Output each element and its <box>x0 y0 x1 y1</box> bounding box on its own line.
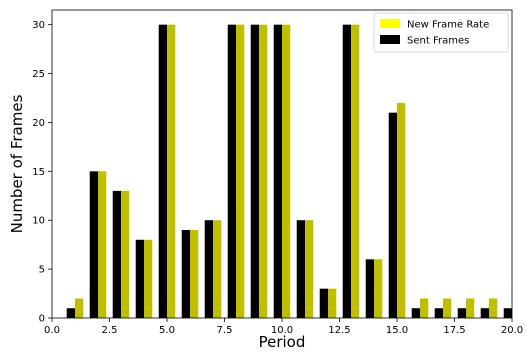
bar-sent-frames-11 <box>296 220 305 318</box>
bar-sent-frames-12 <box>319 288 328 318</box>
x-tick-label: 0.0 <box>44 325 60 336</box>
x-axis-label: Period <box>259 333 306 351</box>
bar-sent-frames-4 <box>135 239 144 318</box>
bar-new-frame-rate-5 <box>167 24 176 318</box>
bar-new-frame-rate-3 <box>121 190 130 318</box>
x-tick-label: 2.5 <box>102 325 118 336</box>
x-tick-label: 20.0 <box>501 325 523 336</box>
bar-new-frame-rate-17 <box>443 298 452 318</box>
bar-new-frame-rate-7 <box>213 220 222 318</box>
bar-new-frame-rate-18 <box>466 298 475 318</box>
bar-sent-frames-9 <box>250 24 259 318</box>
legend-box <box>373 12 509 53</box>
legend: New Frame Rate Sent Frames <box>373 12 509 53</box>
bar-sent-frames-8 <box>227 24 236 318</box>
bar-new-frame-rate-9 <box>259 24 268 318</box>
bar-sent-frames-17 <box>434 308 443 318</box>
bar-sent-frames-19 <box>480 308 489 318</box>
bar-sent-frames-2 <box>89 171 98 318</box>
bar-sent-frames-16 <box>411 308 420 318</box>
bar-new-frame-rate-12 <box>328 288 337 318</box>
bar-new-frame-rate-16 <box>420 298 429 318</box>
bar-sent-frames-3 <box>112 190 121 318</box>
y-tick-label: 5 <box>39 265 45 276</box>
x-tick-label: 12.5 <box>328 325 350 336</box>
y-tick-label: 25 <box>32 69 45 80</box>
x-tick-label: 5.0 <box>159 325 175 336</box>
bar-sent-frames-18 <box>457 308 466 318</box>
bars-layer <box>66 24 512 318</box>
bar-new-frame-rate-10 <box>282 24 291 318</box>
bar-new-frame-rate-19 <box>489 298 498 318</box>
bar-sent-frames-5 <box>158 24 167 318</box>
bar-sent-frames-15 <box>388 112 397 318</box>
bar-sent-frames-20 <box>503 308 512 318</box>
x-tick-label: 7.5 <box>217 325 233 336</box>
bar-sent-frames-13 <box>342 24 351 318</box>
legend-swatch <box>380 35 400 44</box>
legend-label: Sent Frames <box>407 36 469 47</box>
x-axis: 0.0 2.5 5.0 7.5 10.0 12.5 15.0 17.5 20.0 <box>44 318 523 336</box>
x-tick-label: 15.0 <box>386 325 408 336</box>
bar-sent-frames-14 <box>365 259 374 318</box>
bar-new-frame-rate-13 <box>351 24 360 318</box>
bar-new-frame-rate-15 <box>397 102 406 318</box>
bar-new-frame-rate-11 <box>305 220 314 318</box>
bar-sent-frames-1 <box>66 308 75 318</box>
x-tick-label: 17.5 <box>443 325 465 336</box>
y-tick-label: 10 <box>32 216 45 227</box>
bar-sent-frames-10 <box>273 24 282 318</box>
y-tick-label: 30 <box>32 20 45 31</box>
y-axis: 0 5 10 15 20 25 30 <box>32 20 52 325</box>
legend-swatch <box>380 19 400 28</box>
bar-new-frame-rate-14 <box>374 259 383 318</box>
bar-sent-frames-7 <box>204 220 213 318</box>
y-axis-label: Number of Frames <box>8 94 26 233</box>
bar-new-frame-rate-6 <box>190 230 199 318</box>
y-tick-label: 0 <box>39 314 45 325</box>
x-tick-label: 10.0 <box>271 325 293 336</box>
bar-new-frame-rate-2 <box>98 171 107 318</box>
legend-label: New Frame Rate <box>407 20 489 31</box>
bar-new-frame-rate-4 <box>144 239 153 318</box>
y-tick-label: 20 <box>32 118 45 129</box>
bar-new-frame-rate-1 <box>75 298 84 318</box>
y-tick-label: 15 <box>32 167 45 178</box>
bar-sent-frames-6 <box>181 230 190 318</box>
bar-new-frame-rate-8 <box>236 24 245 318</box>
